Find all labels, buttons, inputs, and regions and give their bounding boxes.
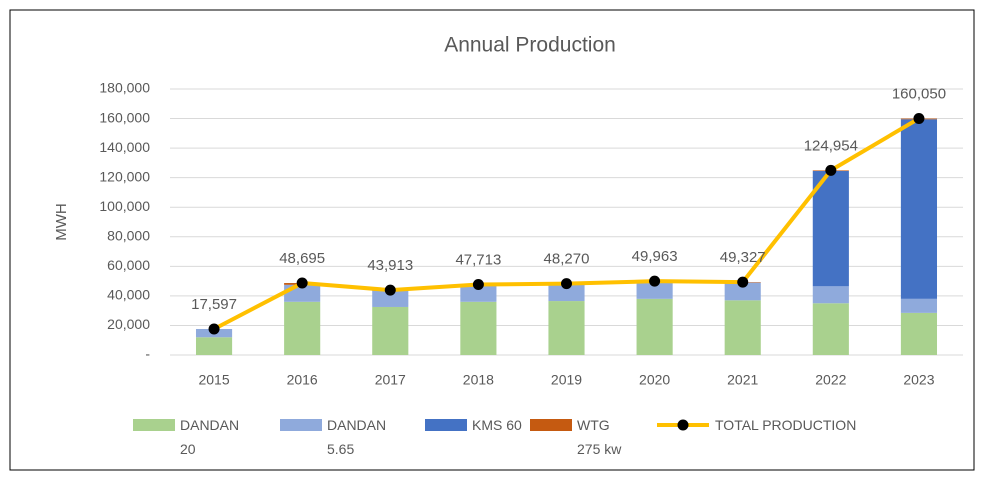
bar-segment xyxy=(724,300,761,355)
x-tick-label: 2021 xyxy=(727,372,758,388)
y-tick-label: 160,000 xyxy=(99,109,150,125)
legend-label: KMS 60 xyxy=(472,417,522,433)
legend-marker xyxy=(677,419,689,431)
bar-segment xyxy=(548,301,585,355)
bar-segment xyxy=(548,284,585,302)
bar-segment xyxy=(460,301,497,355)
x-tick-label: 2017 xyxy=(375,372,406,388)
legend-box xyxy=(133,419,175,431)
data-label: 17,597 xyxy=(191,296,237,313)
y-tick-label: 100,000 xyxy=(99,198,150,214)
legend-label: WTG 275 kw xyxy=(577,417,622,457)
bar-segment xyxy=(372,290,409,307)
legend-box xyxy=(425,419,467,431)
data-label: 160,050 xyxy=(892,85,946,102)
bar-segment xyxy=(812,286,849,304)
line-marker xyxy=(825,164,837,176)
legend-swatch xyxy=(280,419,322,431)
line-marker xyxy=(737,276,749,288)
data-label: 48,270 xyxy=(544,251,590,268)
bar-segment xyxy=(460,285,497,302)
x-tick-label: 2020 xyxy=(639,372,670,388)
line-marker xyxy=(913,112,925,124)
y-tick-label: 20,000 xyxy=(107,316,150,332)
line-marker xyxy=(296,277,308,289)
y-tick-label: - xyxy=(145,346,150,362)
legend-label: DANDAN 5.65 xyxy=(327,417,387,457)
legend-swatch xyxy=(530,419,572,431)
x-tick-label: 2022 xyxy=(815,372,846,388)
line-marker xyxy=(208,323,220,335)
legend-label: TOTAL PRODUCTION xyxy=(715,417,857,433)
x-tick-label: 2019 xyxy=(551,372,582,388)
legend-swatch xyxy=(133,419,175,431)
data-label: 47,713 xyxy=(455,251,501,268)
line-marker xyxy=(649,275,661,287)
data-label: 49,963 xyxy=(632,248,678,265)
y-tick-label: 80,000 xyxy=(107,227,150,243)
legend-box xyxy=(530,419,572,431)
legend-swatch xyxy=(657,419,709,431)
x-tick-label: 2023 xyxy=(903,372,934,388)
bar-segment xyxy=(636,298,673,355)
bar-segment xyxy=(900,298,938,313)
bar-segment xyxy=(900,119,938,299)
line-marker xyxy=(472,278,484,290)
line-marker xyxy=(384,284,396,296)
legend-box xyxy=(280,419,322,431)
data-label: 43,913 xyxy=(367,257,413,274)
y-tick-label: 120,000 xyxy=(99,168,150,184)
bar-segment xyxy=(195,337,233,355)
chart-title: Annual Production xyxy=(444,34,616,57)
data-label: 49,327 xyxy=(720,249,766,266)
x-tick-label: 2015 xyxy=(198,372,229,388)
bar-segment xyxy=(724,282,761,301)
y-tick-label: 140,000 xyxy=(99,139,150,155)
bar-segment xyxy=(284,301,321,355)
y-axis-label: MWH xyxy=(53,203,70,241)
bar-segment xyxy=(636,281,673,299)
data-label: 48,695 xyxy=(279,250,325,267)
bar-segment xyxy=(900,312,938,355)
bar-segment xyxy=(812,171,849,287)
y-tick-label: 60,000 xyxy=(107,257,150,273)
bar-segment xyxy=(372,306,409,355)
data-label: 124,954 xyxy=(804,137,858,154)
y-tick-label: 180,000 xyxy=(99,80,150,96)
x-tick-label: 2018 xyxy=(463,372,494,388)
legend-label: DANDAN 20 xyxy=(180,417,240,457)
legend-swatch xyxy=(425,419,467,431)
line-marker xyxy=(561,278,572,290)
bar-segment xyxy=(812,303,849,355)
y-tick-label: 40,000 xyxy=(107,287,150,303)
x-tick-label: 2016 xyxy=(287,372,318,388)
